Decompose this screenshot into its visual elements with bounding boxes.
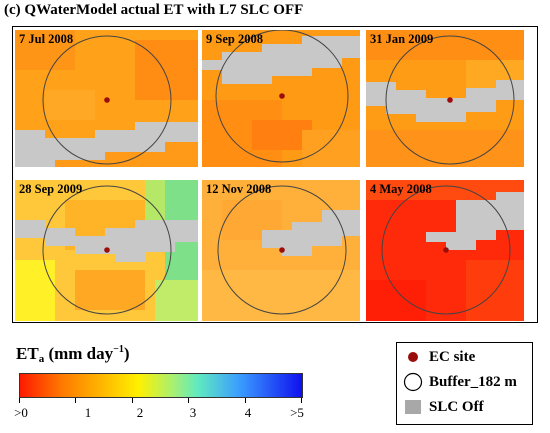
colorbar-tick: [132, 398, 133, 403]
colorbar-tick-label: >5: [290, 405, 304, 420]
map-panel-3-raster: [366, 30, 524, 167]
panel-date-label: 9 Sep 2008: [206, 32, 263, 46]
et-colorbar: [19, 373, 303, 398]
colorbar-tick-label: 3: [189, 405, 197, 420]
legend-item-buffer: Buffer_182 m: [403, 371, 517, 393]
colorbar-tick-label: 4: [244, 405, 252, 420]
colorbar-title: ETa (mm day−1): [16, 344, 130, 365]
colorbar-tick-label: 1: [84, 405, 92, 420]
panel-date-label: 31 Jan 2009: [370, 32, 434, 46]
panel-date-label: 12 Nov 2008: [206, 182, 272, 196]
colorbar-tick-label: >0: [14, 405, 28, 420]
colorbar-tick-label: 2: [136, 405, 144, 420]
colorbar-tick: [245, 398, 246, 403]
map-panel-2-raster: [202, 30, 360, 167]
legend-label: Buffer_182 m: [429, 373, 517, 390]
map-panel-6: 4 May 2008: [366, 180, 524, 321]
legend-label: EC site: [429, 348, 476, 365]
colorbar-tick: [75, 398, 76, 403]
colorbar-tick: [19, 398, 20, 403]
map-panel-4: 28 Sep 2009: [15, 180, 198, 321]
map-panel-5-raster: [202, 180, 360, 321]
map-panel-2: 9 Sep 2008: [202, 30, 360, 167]
legend-label: SLC Off: [429, 398, 484, 415]
map-panel-6-raster: [366, 180, 524, 321]
map-panel-3: 31 Jan 2009: [366, 30, 524, 167]
slc-off-swatch-icon: [405, 400, 421, 414]
figure-title: (c) QWaterModel actual ET with L7 SLC OF…: [4, 2, 304, 18]
panel-grid-frame: 7 Jul 2008 9 Sep 2008 31 Jan 2009: [12, 26, 538, 323]
panel-date-label: 7 Jul 2008: [19, 32, 74, 46]
ec-site-marker-icon: [408, 352, 418, 362]
panel-date-label: 28 Sep 2009: [19, 182, 83, 196]
legend-item-slc-off: SLC Off: [403, 396, 484, 418]
map-panel-1: 7 Jul 2008: [15, 30, 198, 167]
panel-date-label: 4 May 2008: [370, 182, 432, 196]
map-panel-5: 12 Nov 2008: [202, 180, 360, 321]
buffer-circle-icon: [403, 372, 423, 392]
map-panel-4-raster: [15, 180, 198, 321]
map-panel-1-raster: [15, 30, 198, 167]
colorbar-tick: [301, 398, 302, 403]
map-legend: EC site Buffer_182 m SLC Off: [396, 342, 533, 425]
colorbar-tick: [188, 398, 189, 403]
legend-item-ec-site: EC site: [403, 346, 475, 368]
